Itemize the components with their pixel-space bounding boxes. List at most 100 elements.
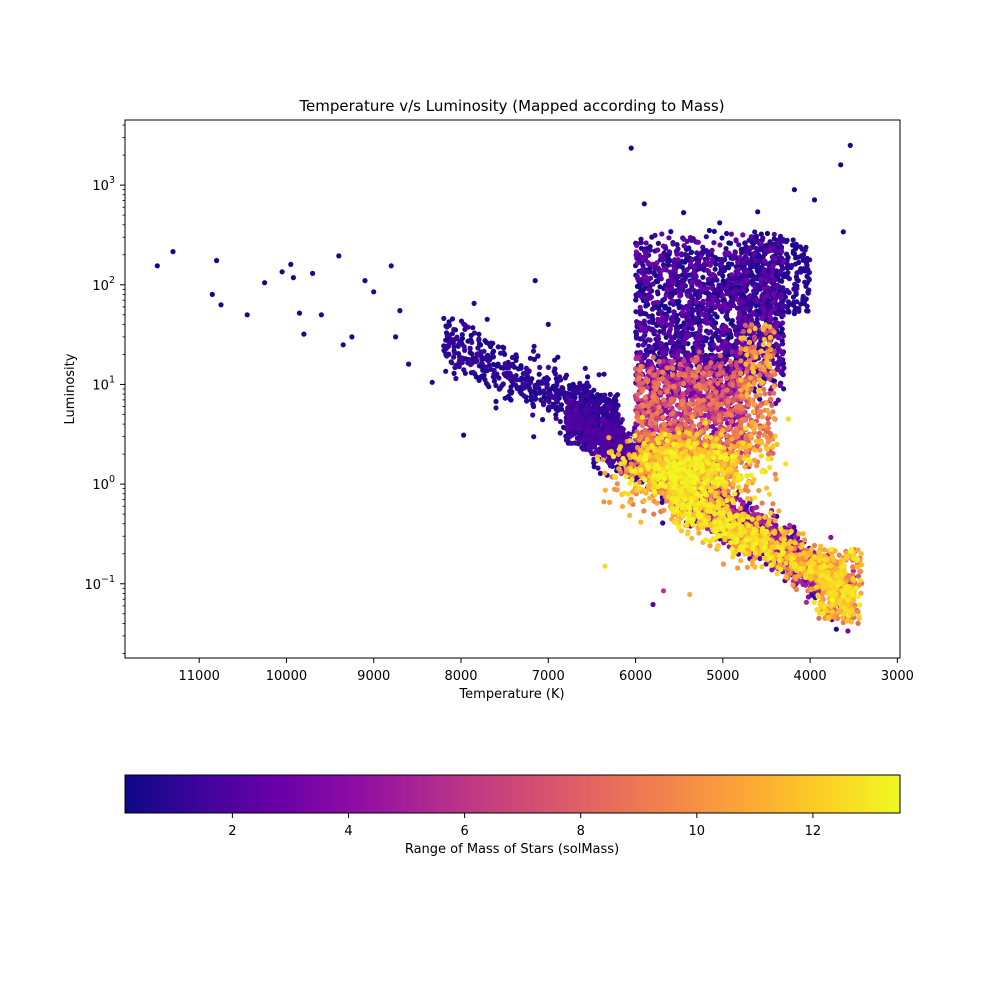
data-point xyxy=(644,352,650,358)
data-point xyxy=(751,276,757,282)
data-point xyxy=(446,332,452,338)
data-point xyxy=(710,256,716,263)
data-point xyxy=(705,300,711,307)
data-point xyxy=(649,306,656,312)
data-point xyxy=(791,311,798,317)
data-point xyxy=(508,397,514,403)
data-point xyxy=(515,366,522,372)
data-point xyxy=(748,317,755,323)
data-point xyxy=(651,270,657,276)
data-point xyxy=(737,312,743,318)
data-point xyxy=(643,240,649,246)
data-point xyxy=(658,268,664,274)
data-point xyxy=(741,299,747,305)
data-point xyxy=(611,423,618,429)
data-point xyxy=(734,296,741,302)
data-point xyxy=(288,261,294,267)
data-point xyxy=(666,235,672,241)
data-point xyxy=(670,314,676,320)
data-point xyxy=(576,422,582,428)
data-point xyxy=(729,261,735,267)
data-point xyxy=(674,328,680,334)
data-point xyxy=(790,237,796,243)
data-point xyxy=(491,374,497,380)
data-point xyxy=(680,309,686,315)
data-point xyxy=(514,385,520,392)
data-point xyxy=(527,355,534,361)
data-point xyxy=(573,406,579,412)
data-point xyxy=(645,294,651,300)
data-point xyxy=(514,377,520,383)
data-point xyxy=(747,245,754,251)
data-point xyxy=(601,407,607,413)
data-point xyxy=(589,419,595,425)
data-point xyxy=(752,229,758,235)
data-point xyxy=(771,378,778,384)
data-point xyxy=(647,337,653,343)
data-point xyxy=(790,294,797,300)
data-point xyxy=(650,281,656,287)
data-point xyxy=(753,245,759,251)
data-point xyxy=(682,270,688,276)
data-point xyxy=(717,220,723,226)
data-point xyxy=(716,270,723,276)
data-point xyxy=(780,303,786,310)
data-point xyxy=(784,251,790,257)
data-point xyxy=(758,240,764,246)
data-point xyxy=(600,451,606,457)
data-point xyxy=(771,231,777,237)
data-point xyxy=(700,342,706,348)
data-point xyxy=(750,263,756,269)
data-point xyxy=(666,306,672,312)
data-point xyxy=(584,380,590,386)
data-point xyxy=(748,234,754,240)
data-point xyxy=(244,312,250,318)
data-point xyxy=(588,435,594,442)
data-point xyxy=(669,285,675,291)
data-point xyxy=(763,277,770,283)
data-point xyxy=(708,273,714,279)
data-point xyxy=(716,334,722,340)
data-point xyxy=(466,356,472,363)
data-point xyxy=(724,230,730,237)
data-point xyxy=(796,308,802,314)
data-point xyxy=(451,326,457,333)
data-point xyxy=(597,470,604,476)
data-point xyxy=(743,278,750,284)
data-point xyxy=(777,382,783,389)
data-point xyxy=(655,299,661,305)
data-point xyxy=(547,392,553,398)
data-point xyxy=(635,342,642,348)
data-point xyxy=(611,395,618,402)
data-point xyxy=(649,345,655,351)
data-point xyxy=(719,345,726,351)
data-point xyxy=(732,252,738,258)
data-point xyxy=(170,249,176,255)
data-point xyxy=(785,299,792,305)
data-point xyxy=(757,264,763,270)
data-point xyxy=(451,370,457,376)
data-point xyxy=(462,347,468,353)
data-point xyxy=(694,336,700,342)
data-point xyxy=(700,298,706,304)
data-point xyxy=(670,241,676,247)
data-point xyxy=(750,310,756,316)
data-point xyxy=(336,253,342,259)
data-point xyxy=(786,309,792,315)
data-point xyxy=(616,439,622,445)
data-point xyxy=(712,266,718,272)
data-point xyxy=(471,300,477,306)
data-point xyxy=(393,334,399,340)
data-point xyxy=(697,293,703,299)
data-point xyxy=(686,245,692,251)
data-point xyxy=(606,405,612,411)
data-point xyxy=(652,328,658,334)
data-point xyxy=(692,264,698,270)
data-point xyxy=(760,305,767,311)
data-point xyxy=(685,312,691,318)
data-point xyxy=(754,312,761,319)
data-point xyxy=(586,444,592,450)
data-point xyxy=(446,340,452,346)
data-point xyxy=(723,314,729,320)
data-point xyxy=(582,365,588,371)
